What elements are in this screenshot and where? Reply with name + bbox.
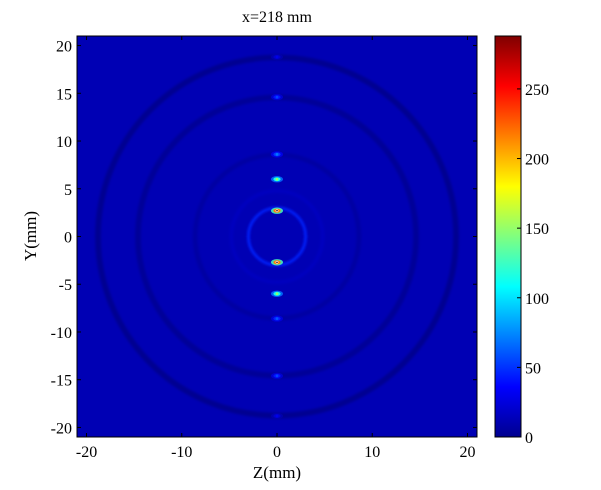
hotspot-4 xyxy=(271,151,283,158)
y-tick-label-6: -10 xyxy=(51,325,72,342)
y-tick-label-3: 5 xyxy=(64,182,72,199)
hotspot-1 xyxy=(271,259,283,266)
hotspot-9 xyxy=(271,412,283,420)
y-tick-label-4: 0 xyxy=(64,230,72,247)
x-axis-ticks: -20 -10 0 10 20 xyxy=(76,36,475,461)
y-tick-label-5: -5 xyxy=(59,277,72,294)
x-tick-label-3: 10 xyxy=(364,444,380,461)
hotspot-3 xyxy=(271,290,283,297)
y-tick-label-1: 15 xyxy=(56,86,72,103)
x-tick-label-1: -10 xyxy=(171,444,192,461)
y-axis-ticks: 20 15 10 5 0 -5 -10 -15 -20 xyxy=(51,39,477,437)
y-axis-label: Y(mm) xyxy=(21,211,40,261)
plot-background xyxy=(77,36,477,437)
hotspot-0 xyxy=(271,207,283,214)
colorbar-tick-label-0: 0 xyxy=(525,430,533,447)
hotspot-8 xyxy=(271,53,283,61)
hotspot-7 xyxy=(271,372,283,380)
colorbar-tick-label-5: 250 xyxy=(525,82,549,99)
y-tick-label-2: 10 xyxy=(56,134,72,151)
colorbar-tick-label-3: 150 xyxy=(525,221,549,238)
colorbar: 0 50 100 150 200 250 xyxy=(494,35,549,447)
hotspot-layer xyxy=(271,53,283,420)
colorbar-gradient xyxy=(494,35,522,438)
y-tick-label-7: -15 xyxy=(51,373,72,390)
hotspot-5 xyxy=(271,315,283,322)
hotspot-2 xyxy=(271,176,283,183)
x-tick-label-4: 20 xyxy=(459,444,475,461)
colorbar-tick-label-2: 100 xyxy=(525,291,549,308)
colorbar-tick-label-1: 50 xyxy=(525,360,541,377)
chart-title: x=218 mm xyxy=(242,9,312,26)
intensity-ring-1 xyxy=(229,188,325,285)
plot-area xyxy=(77,36,477,437)
y-tick-label-8: -20 xyxy=(51,420,72,437)
colorbar-tick-label-4: 200 xyxy=(525,152,549,169)
x-axis-label: Z(mm) xyxy=(253,463,301,482)
x-tick-label-0: -20 xyxy=(76,444,97,461)
hotspot-6 xyxy=(271,93,283,101)
colorbar-ticks: 0 50 100 150 200 250 xyxy=(517,82,549,447)
y-tick-label-0: 20 xyxy=(56,39,72,56)
x-tick-label-2: 0 xyxy=(273,444,281,461)
